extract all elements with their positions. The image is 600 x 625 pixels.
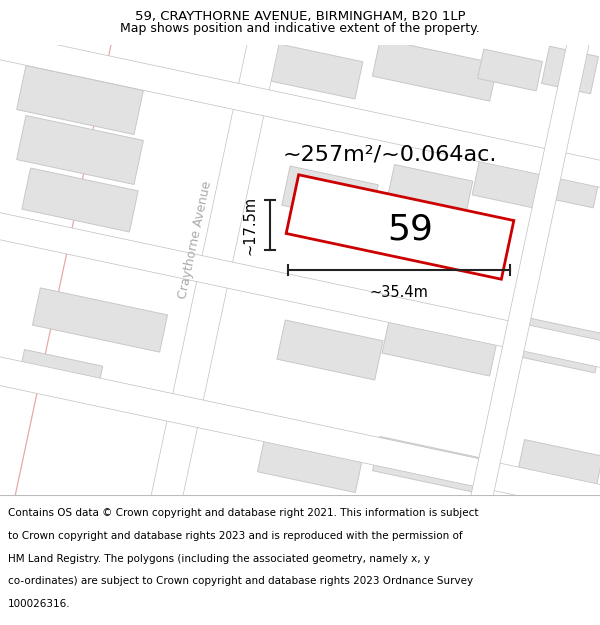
Text: HM Land Registry. The polygons (including the associated geometry, namely x, y: HM Land Registry. The polygons (includin…: [8, 554, 430, 564]
Polygon shape: [257, 438, 362, 493]
Polygon shape: [17, 66, 143, 134]
Text: ~35.4m: ~35.4m: [370, 285, 428, 300]
Polygon shape: [542, 46, 598, 94]
Polygon shape: [282, 166, 378, 224]
Polygon shape: [373, 39, 497, 101]
Polygon shape: [478, 49, 542, 91]
Polygon shape: [286, 175, 514, 279]
Polygon shape: [373, 436, 487, 494]
Polygon shape: [517, 439, 600, 491]
Text: 59: 59: [387, 213, 433, 247]
Text: Craythorne Avenue: Craythorne Avenue: [176, 180, 214, 300]
Polygon shape: [539, 162, 600, 208]
Text: 100026316.: 100026316.: [8, 599, 70, 609]
Polygon shape: [0, 184, 600, 396]
Text: co-ordinates) are subject to Crown copyright and database rights 2023 Ordnance S: co-ordinates) are subject to Crown copyr…: [8, 576, 473, 586]
Polygon shape: [17, 349, 103, 401]
Text: to Crown copyright and database rights 2023 and is reproduced with the permissio: to Crown copyright and database rights 2…: [8, 531, 463, 541]
Polygon shape: [277, 320, 383, 380]
Polygon shape: [426, 0, 600, 625]
Polygon shape: [106, 0, 324, 625]
Text: 59, CRAYTHORNE AVENUE, BIRMINGHAM, B20 1LP: 59, CRAYTHORNE AVENUE, BIRMINGHAM, B20 1…: [134, 10, 466, 23]
Polygon shape: [0, 328, 600, 542]
Text: Map shows position and indicative extent of the property.: Map shows position and indicative extent…: [120, 22, 480, 35]
Polygon shape: [472, 161, 548, 209]
Polygon shape: [257, 41, 363, 99]
Polygon shape: [32, 288, 167, 352]
Text: Contains OS data © Crown copyright and database right 2021. This information is : Contains OS data © Crown copyright and d…: [8, 508, 478, 518]
Polygon shape: [0, 4, 600, 216]
Polygon shape: [382, 314, 498, 376]
Polygon shape: [517, 317, 600, 373]
Text: ~17.5m: ~17.5m: [243, 196, 258, 254]
Polygon shape: [387, 164, 473, 216]
Polygon shape: [22, 168, 138, 232]
Text: ~257m²/~0.064ac.: ~257m²/~0.064ac.: [283, 145, 497, 165]
Polygon shape: [17, 116, 143, 184]
